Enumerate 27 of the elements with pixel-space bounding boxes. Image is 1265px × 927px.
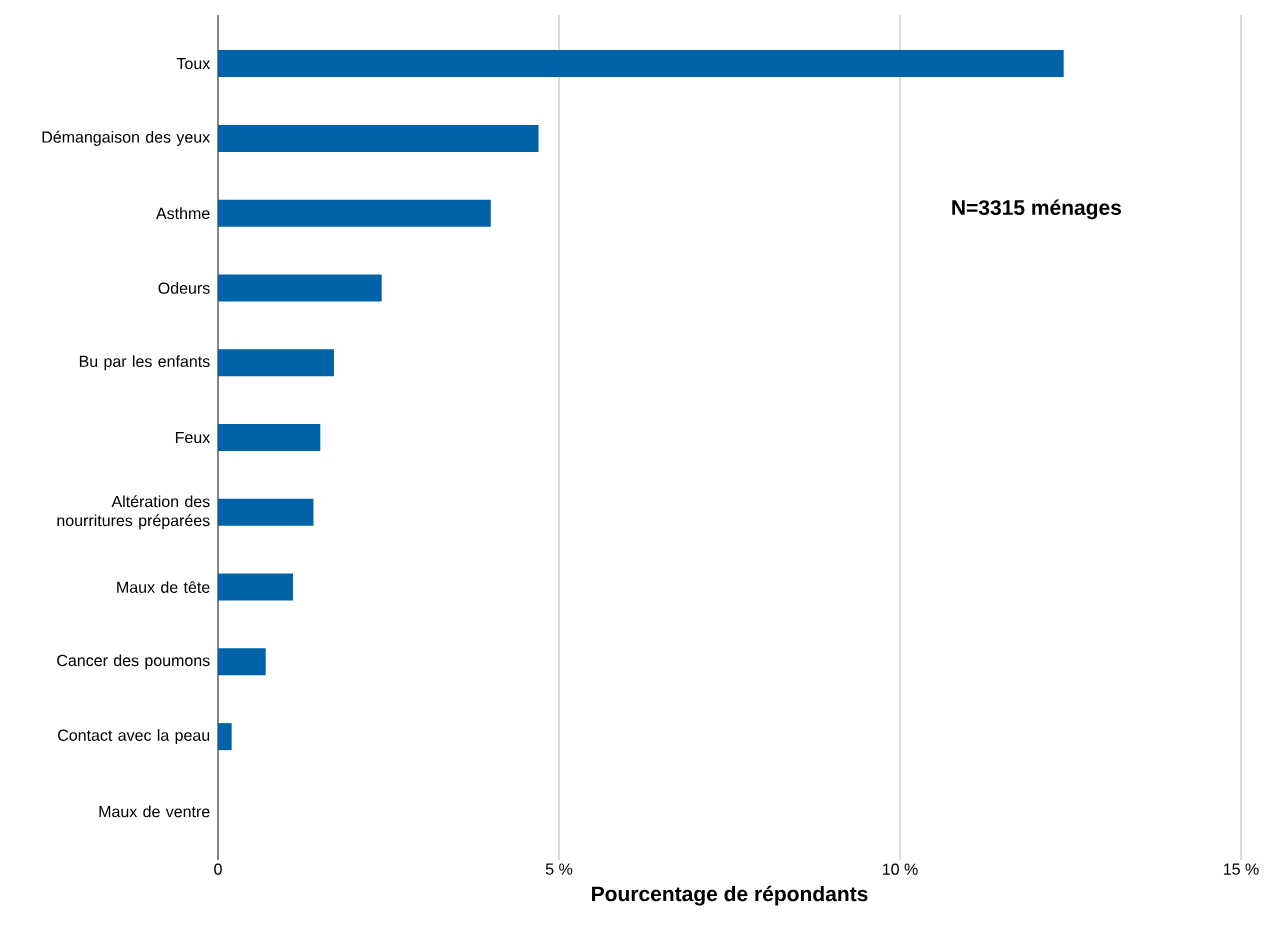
y-tick-label: Contact avec la peau [58,729,210,745]
x-tick-label: 10 % [882,863,918,875]
bar [218,124,539,152]
bar [218,723,232,751]
y-tick-label: Cancer des poumons [57,654,210,670]
y-tick-label: Altération des nourritures préparées [57,495,210,530]
bar [218,498,314,526]
x-tick-label: 15 % [1223,863,1259,875]
y-tick-label: Maux de ventre [99,805,210,818]
x-axis-title: Pourcentage de répondants [592,885,868,906]
bar [218,199,491,227]
x-tick-label: 0 [214,863,222,875]
y-tick-label: Démangaison des yeux [42,130,211,146]
bar [218,274,382,302]
y-tick-label: Asthme [156,207,210,220]
bar [218,648,266,676]
y-tick-label: Maux de tête [117,581,210,593]
y-tick-label: Feux [175,431,211,444]
y-tick-label: Toux [176,58,211,70]
y-tick-label: Odeurs [158,282,210,294]
annotation: N=3315 ménages [952,199,1122,220]
x-tick-label: 5 % [545,863,573,875]
bar [218,50,1064,78]
bar [218,349,334,377]
bar [218,424,321,452]
y-tick-label: Bu par les enfants [79,355,210,371]
bar [218,573,294,601]
